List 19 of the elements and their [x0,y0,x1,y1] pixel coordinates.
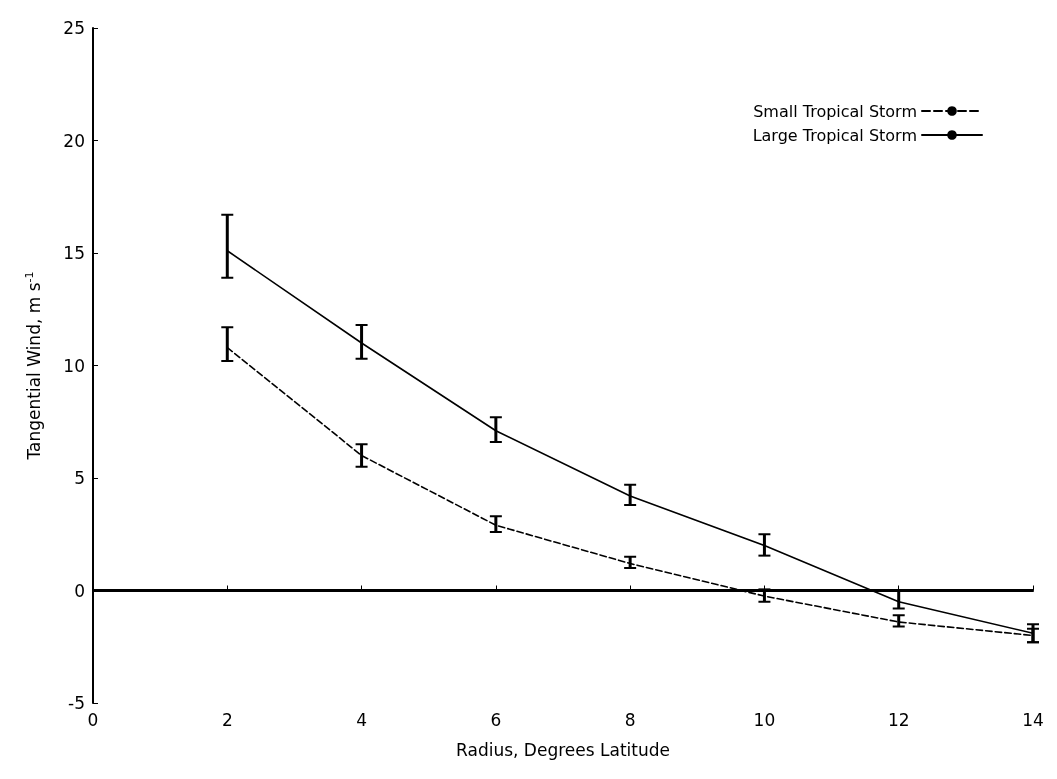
x-tick-label: 12 [887,709,910,730]
x-axis-title: Radius, Degrees Latitude [456,739,670,760]
legend-label: Large Tropical Storm [752,125,917,145]
y-tick-label: 25 [63,18,85,38]
y-tick-label: -5 [68,693,85,713]
x-tick-label: 10 [753,709,776,730]
y-tick-label: 20 [63,130,85,151]
y-tick-label: 5 [74,468,85,488]
legend-label: Small Tropical Storm [753,101,917,121]
x-tick-label: 6 [490,709,502,730]
y-tick-label: 15 [63,243,85,263]
y-axis-title: Tangential Wind, m s-1 [23,271,44,461]
x-tick-label: 14 [1022,709,1044,730]
y-tick-label: 10 [63,355,85,376]
x-tick-label: 0 [87,709,99,730]
x-tick-label: 8 [624,709,636,730]
y-tick-label: 0 [74,580,85,601]
x-tick-label: 4 [356,709,367,730]
x-tick-label: 2 [221,709,233,730]
